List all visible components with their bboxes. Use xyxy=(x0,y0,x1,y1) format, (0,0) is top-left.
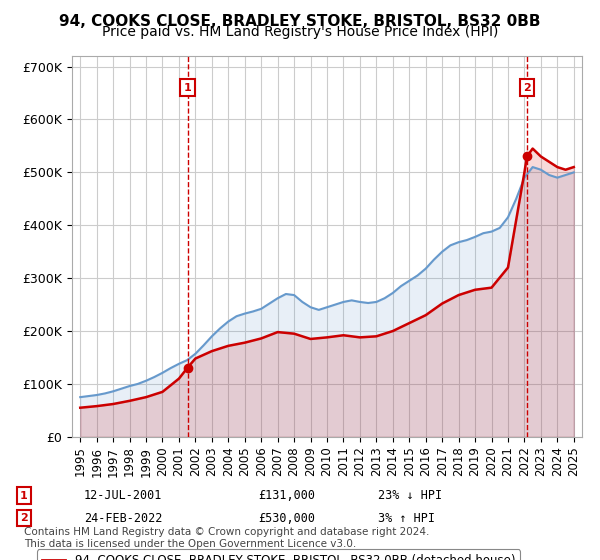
Text: 12-JUL-2001: 12-JUL-2001 xyxy=(84,489,163,502)
Text: 3% ↑ HPI: 3% ↑ HPI xyxy=(378,511,435,525)
Text: 94, COOKS CLOSE, BRADLEY STOKE, BRISTOL, BS32 0BB: 94, COOKS CLOSE, BRADLEY STOKE, BRISTOL,… xyxy=(59,14,541,29)
Text: 23% ↓ HPI: 23% ↓ HPI xyxy=(378,489,442,502)
Text: £131,000: £131,000 xyxy=(258,489,315,502)
Text: Contains HM Land Registry data © Crown copyright and database right 2024.
This d: Contains HM Land Registry data © Crown c… xyxy=(24,527,430,549)
Legend: 94, COOKS CLOSE, BRADLEY STOKE, BRISTOL, BS32 0BB (detached house), HPI: Average: 94, COOKS CLOSE, BRADLEY STOKE, BRISTOL,… xyxy=(37,549,520,560)
Text: Price paid vs. HM Land Registry's House Price Index (HPI): Price paid vs. HM Land Registry's House … xyxy=(102,25,498,39)
Text: 2: 2 xyxy=(523,83,531,93)
Text: 2: 2 xyxy=(20,513,28,523)
Text: 24-FEB-2022: 24-FEB-2022 xyxy=(84,511,163,525)
Text: 1: 1 xyxy=(20,491,28,501)
Text: 1: 1 xyxy=(184,83,191,93)
Text: £530,000: £530,000 xyxy=(258,511,315,525)
